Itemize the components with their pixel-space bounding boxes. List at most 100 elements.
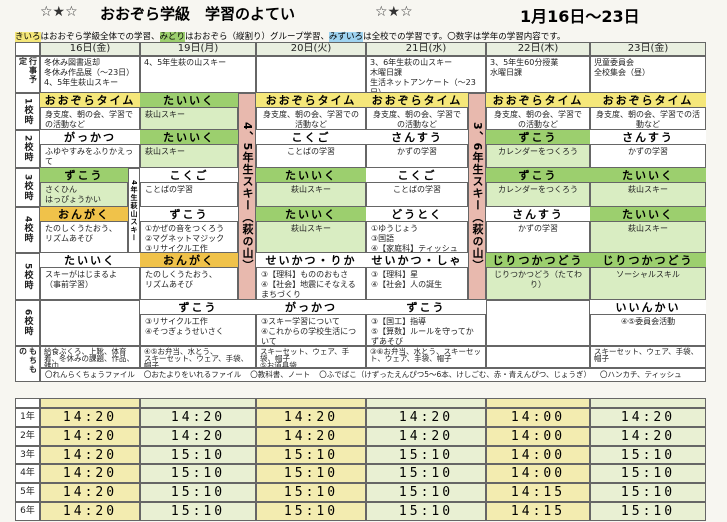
subject: おおぞらタイム	[366, 93, 468, 108]
subject: がっかつ	[256, 300, 366, 315]
subject: ずこう	[486, 130, 590, 145]
note: ことばの学習	[256, 145, 366, 168]
time: 15:10	[140, 483, 256, 502]
subject: たいいく	[256, 207, 366, 222]
time: 15:10	[590, 483, 706, 502]
subject: こくご	[366, 168, 468, 183]
subject: ずこう	[140, 207, 238, 222]
time-header	[40, 398, 140, 408]
grade: 5年	[15, 483, 40, 502]
stars: ☆★☆	[40, 4, 78, 20]
subject: たいいく	[140, 93, 238, 108]
banner: 4、5年生スキー（萩の山）	[238, 93, 256, 300]
subject: おんがく	[140, 253, 238, 268]
subject: ずこう	[366, 300, 486, 315]
time: 15:10	[366, 502, 486, 521]
time: 14:20	[40, 502, 140, 521]
row-label: 4校時	[15, 207, 40, 253]
subject: おんがく	[40, 207, 128, 222]
time: 14:00	[486, 464, 590, 484]
row-label: 1校時	[15, 93, 40, 130]
time: 15:10	[256, 483, 366, 502]
note: スキーがはじまるよ （事前学習）	[40, 268, 140, 300]
time-header	[486, 398, 590, 408]
time: 14:20	[40, 408, 140, 427]
things: スキーセット、ウェア、手袋、帽子 ⑤お道具袋	[256, 346, 366, 368]
time: 14:20	[40, 445, 140, 465]
subject: たいいく	[590, 207, 706, 222]
note: たのしくうたおう、 リズムあそび	[40, 222, 128, 253]
note: ことばの学習	[140, 183, 238, 207]
subject: ずこう	[40, 168, 128, 183]
time: 15:10	[140, 445, 256, 465]
note: じりつかつどう（たてわり）	[486, 268, 590, 300]
time-header	[15, 398, 40, 408]
things: スキーセット、ウェア、手袋、帽子	[590, 346, 706, 368]
day-header: 23日(金)	[590, 42, 706, 56]
legend-text: は全校での学習です。〇数字は学年の学習内容です。	[363, 32, 566, 42]
day-header: 19日(月)	[140, 42, 256, 56]
time: 14:20	[366, 408, 486, 427]
time: 15:10	[590, 464, 706, 484]
time: 14:20	[40, 464, 140, 484]
checklist-item: 〇おたよりをいれるファイル	[143, 370, 242, 379]
time: 14:20	[590, 426, 706, 446]
things	[486, 346, 590, 368]
time-header	[590, 398, 706, 408]
subject: がっかつ	[40, 130, 140, 145]
checklist-item: 〇教科書、ノート	[250, 370, 311, 379]
event	[256, 56, 366, 93]
subject: さんすう	[486, 207, 590, 222]
note: カレンダーをつくろう	[486, 183, 590, 207]
note: 萩山スキー	[590, 183, 706, 207]
note: ソーシャルスキル	[590, 268, 706, 300]
time: 14:00	[486, 445, 590, 465]
day-header: 21日(水)	[366, 42, 486, 56]
note: さくひん はっぴょうかい	[40, 183, 128, 207]
note: かずの学習	[366, 145, 468, 168]
time: 15:10	[590, 445, 706, 465]
corner	[15, 42, 40, 56]
legend-text: きいろ	[15, 32, 41, 42]
things: 給食ぶくろ、上靴、体育着、冬休みの課題、作品、雑巾 ③④⑤スキーセット、ウェア、…	[40, 346, 140, 368]
note: ③リサイクル工作 ④そつぎょうせいさく	[140, 315, 256, 346]
things: ③⑥お弁当、水とう、スキーセット、ウェア、手袋、帽子	[366, 346, 486, 368]
stars: ☆★☆	[375, 4, 413, 20]
subject: せいかつ・りか	[256, 253, 366, 268]
period-cell	[40, 300, 140, 346]
subject: おおぞらタイム	[486, 93, 590, 108]
time-header	[140, 398, 256, 408]
banner: 4年生萩山スキー	[128, 168, 140, 253]
day-header: 22日(木)	[486, 42, 590, 56]
subject: どうとく	[366, 207, 468, 222]
event: 4、5年生萩の山スキー	[140, 56, 256, 93]
period-cell	[486, 300, 590, 346]
time: 15:10	[256, 445, 366, 465]
row-label: 3校時	[15, 168, 40, 207]
note: ③スキー学習について ④これからの学校生活について ⑤【国語】 ④【社会】日本の…	[256, 315, 366, 346]
row-label: 2校時	[15, 130, 40, 168]
grade: 2年	[15, 426, 40, 446]
note: かずの学習	[590, 145, 706, 168]
row-label: もちもの	[15, 346, 40, 382]
dates: 1月16日～23日	[520, 7, 640, 26]
time: 14:20	[366, 426, 486, 446]
time-header	[256, 398, 366, 408]
row-label: 行事予定	[15, 56, 40, 93]
time: 15:10	[366, 483, 486, 502]
day-header: 20日(火)	[256, 42, 366, 56]
time: 14:15	[486, 483, 590, 502]
note: たのしくうたおう、 リズムあそび	[140, 268, 238, 300]
subject: たいいく	[256, 168, 366, 183]
note: 身支度、朝の会、学習での活動など	[366, 108, 468, 130]
time: 14:20	[256, 426, 366, 446]
note: 身支度、朝の会、学習での活動など	[256, 108, 366, 130]
time: 14:20	[140, 408, 256, 427]
checklist-item: 〇ふでばこ（けずったえんぴつ5～6本、けしごむ、赤・青えんぴつ、じょうぎ）	[319, 370, 591, 379]
subject: たいいく	[590, 168, 706, 183]
note: ③【理科】星 ④【社会】人の誕生	[366, 268, 468, 300]
time: 15:10	[366, 464, 486, 484]
title: おおぞら学級 学習のよてい	[100, 5, 296, 23]
time-header	[366, 398, 486, 408]
subject: さんすう	[590, 130, 706, 145]
